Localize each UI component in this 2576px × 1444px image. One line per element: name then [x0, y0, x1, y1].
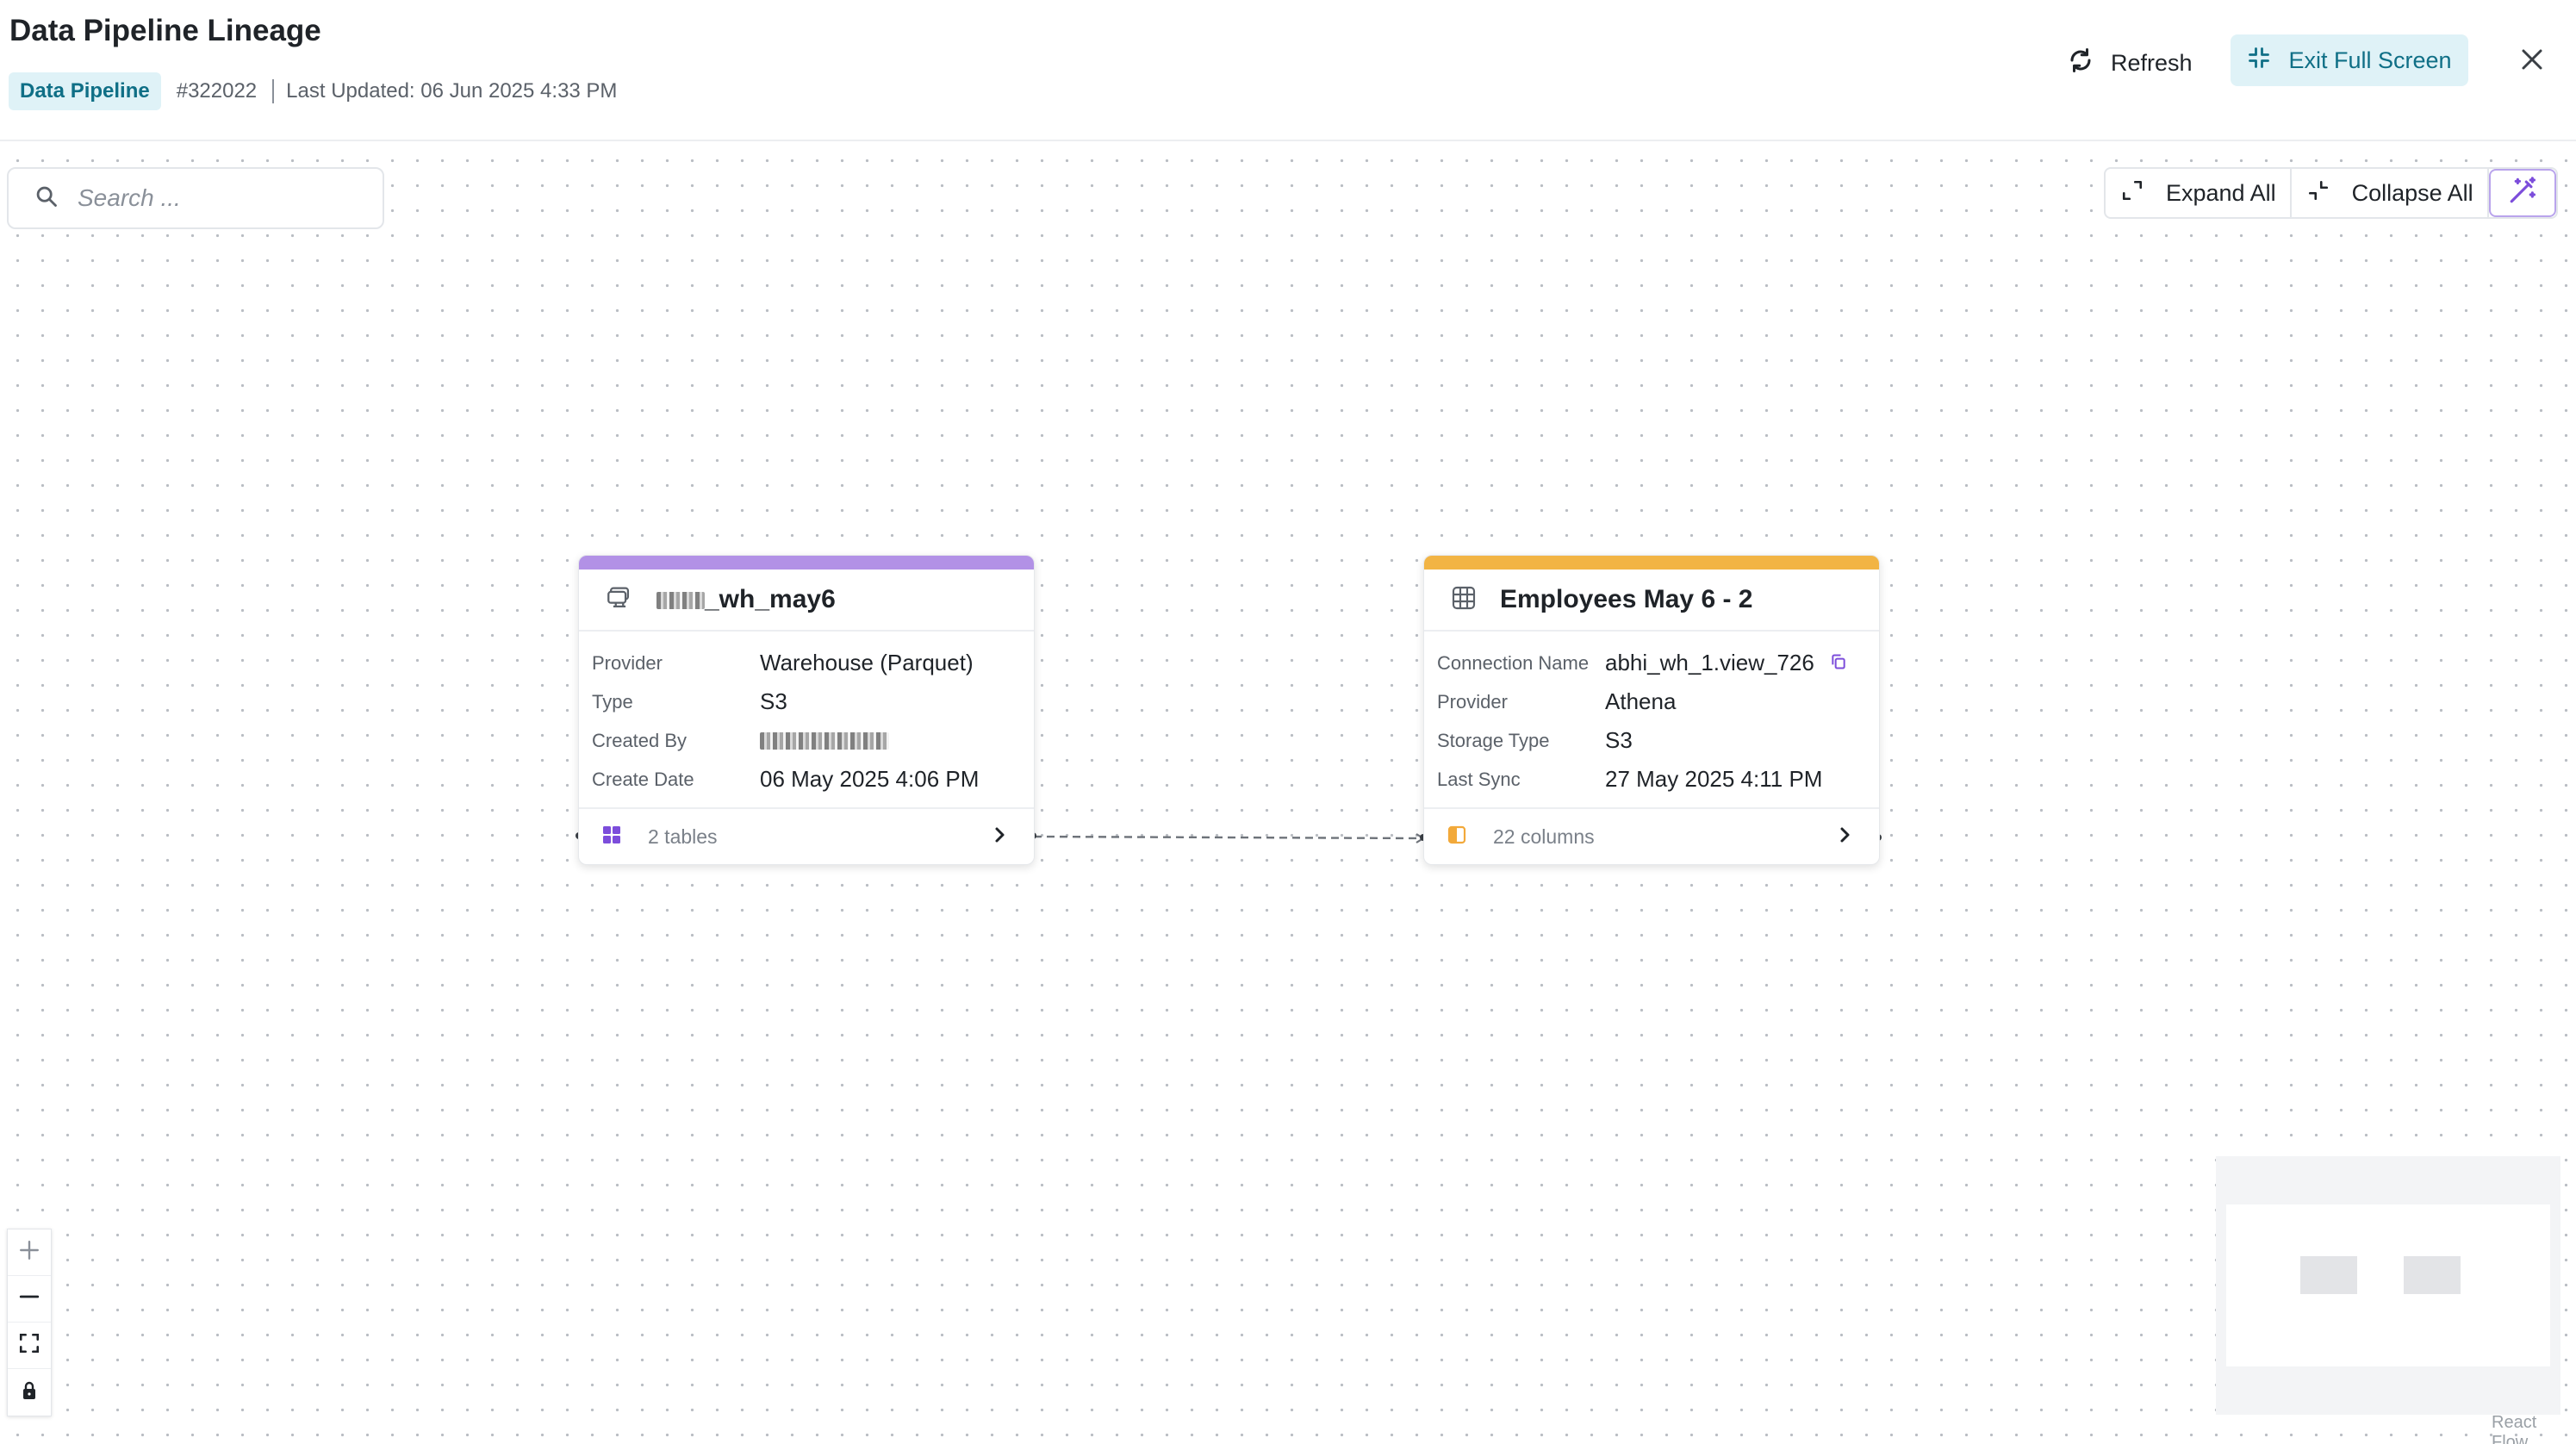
- minimap-node: [2300, 1256, 2357, 1294]
- lineage-edge: [576, 832, 1882, 843]
- detail-value: abhi_wh_1.view_726: [1605, 650, 1847, 676]
- detail-label: Provider: [1437, 690, 1508, 713]
- detail-label: Connection Name: [1437, 651, 1590, 674]
- detail-row: Provider Warehouse (Parquet): [592, 644, 1020, 682]
- minimap-node: [2404, 1256, 2461, 1294]
- zoom-in-button[interactable]: [8, 1229, 51, 1276]
- zoom-controls: [7, 1229, 52, 1416]
- node-header: _wh_may6: [579, 570, 1034, 632]
- collapse-all-button[interactable]: Collapse All: [2292, 169, 2489, 217]
- node-title: Employees May 6 - 2: [1500, 585, 1753, 613]
- expand-all-button[interactable]: Expand All: [2106, 169, 2292, 217]
- minus-icon: [18, 1285, 40, 1312]
- refresh-icon: [2068, 47, 2094, 79]
- detail-label: Provider: [592, 651, 663, 674]
- detail-row: Create Date 06 May 2025 4:06 PM: [592, 760, 1020, 799]
- plus-icon: [18, 1239, 40, 1266]
- node-title: _wh_may6: [656, 585, 836, 614]
- columns-icon: [1447, 825, 1467, 850]
- type-badge: Data Pipeline: [9, 72, 161, 110]
- detail-value: [760, 731, 889, 750]
- redacted-text: [656, 592, 705, 610]
- tables-count: 2 tables: [648, 825, 718, 848]
- columns-count: 22 columns: [1493, 825, 1595, 848]
- fit-view-button[interactable]: [8, 1323, 51, 1369]
- node-color-bar: [579, 556, 1034, 570]
- detail-label: Created By: [592, 729, 688, 751]
- detail-row: Storage Type S3: [1437, 721, 1865, 760]
- zoom-out-button[interactable]: [8, 1276, 51, 1323]
- search-icon: [34, 184, 59, 213]
- search-box: [7, 167, 384, 229]
- chevron-right-icon[interactable]: [1834, 825, 1855, 850]
- warehouse-icon: [605, 583, 634, 617]
- last-updated: Last Updated: 06 Jun 2025 4:33 PM: [286, 79, 618, 103]
- detail-row: Created By: [592, 721, 1020, 760]
- search-input[interactable]: [78, 184, 362, 212]
- page-title: Data Pipeline Lineage: [9, 14, 321, 47]
- detail-value: Warehouse (Parquet): [760, 650, 974, 675]
- node-footer[interactable]: 2 tables: [579, 807, 1034, 864]
- fit-view-icon: [18, 1332, 40, 1359]
- detail-value: 27 May 2025 4:11 PM: [1605, 766, 1823, 792]
- exit-fullscreen-label: Exit Full Screen: [2288, 47, 2452, 73]
- flow-canvas[interactable]: Expand All Collapse All: [0, 143, 2576, 1444]
- node-color-bar: [1424, 556, 1879, 570]
- table-icon: [1450, 584, 1478, 616]
- detail-row: Connection Name abhi_wh_1.view_726: [1437, 644, 1865, 682]
- pipeline-id: #322022: [176, 79, 258, 103]
- detail-value: S3: [760, 688, 787, 714]
- expand-icon: [2121, 179, 2144, 208]
- lock-button[interactable]: [8, 1369, 51, 1416]
- redacted-text: [760, 731, 889, 750]
- magic-wand-icon: [2508, 176, 2537, 211]
- divider: [272, 79, 275, 103]
- tables-icon: [601, 825, 622, 850]
- collapse-all-label: Collapse All: [2351, 179, 2473, 206]
- connection-name: abhi_wh_1.view_726: [1605, 650, 1814, 675]
- node-title-text: _wh_may6: [705, 585, 836, 613]
- detail-label: Last Sync: [1437, 768, 1521, 790]
- lock-icon: [19, 1380, 40, 1405]
- collapse-icon: [2307, 179, 2330, 208]
- close-button[interactable]: [2512, 41, 2552, 81]
- page-header: Data Pipeline Lineage Data Pipeline #322…: [0, 0, 2576, 141]
- node-details: Connection Name abhi_wh_1.view_726 Provi…: [1424, 632, 1879, 807]
- canvas-toolbar: Expand All Collapse All: [2104, 167, 2558, 219]
- detail-label: Create Date: [592, 768, 694, 790]
- detail-value: 06 May 2025 4:06 PM: [760, 766, 980, 792]
- detail-value: S3: [1605, 727, 1633, 753]
- exit-fullscreen-button[interactable]: Exit Full Screen: [2231, 34, 2468, 86]
- exit-fullscreen-icon: [2247, 46, 2271, 76]
- detail-row: Provider Athena: [1437, 682, 1865, 721]
- lineage-node-source[interactable]: _wh_may6 Provider Warehouse (Parquet) Ty…: [578, 555, 1035, 865]
- chevron-right-icon[interactable]: [989, 825, 1010, 850]
- detail-value: Athena: [1605, 688, 1677, 714]
- node-footer[interactable]: 22 columns: [1424, 807, 1879, 864]
- copy-icon[interactable]: [1830, 650, 1847, 676]
- expand-all-label: Expand All: [2166, 179, 2276, 206]
- close-icon: [2519, 47, 2545, 77]
- minimap[interactable]: [2216, 1156, 2560, 1415]
- detail-row: Type S3: [592, 682, 1020, 721]
- node-details: Provider Warehouse (Parquet) Type S3 Cre…: [579, 632, 1034, 807]
- auto-layout-button[interactable]: [2488, 169, 2556, 217]
- lineage-node-target[interactable]: Employees May 6 - 2 Connection Name abhi…: [1423, 555, 1880, 865]
- node-header: Employees May 6 - 2: [1424, 570, 1879, 632]
- pipeline-meta: Data Pipeline #322022 Last Updated: 06 J…: [9, 72, 617, 110]
- refresh-label: Refresh: [2111, 49, 2193, 76]
- react-flow-attribution[interactable]: React Flow: [2492, 1413, 2537, 1444]
- detail-label: Storage Type: [1437, 729, 1550, 751]
- minimap-viewport: [2226, 1204, 2550, 1366]
- detail-row: Last Sync 27 May 2025 4:11 PM: [1437, 760, 1865, 799]
- refresh-button[interactable]: Refresh: [2059, 38, 2201, 88]
- detail-label: Type: [592, 690, 633, 713]
